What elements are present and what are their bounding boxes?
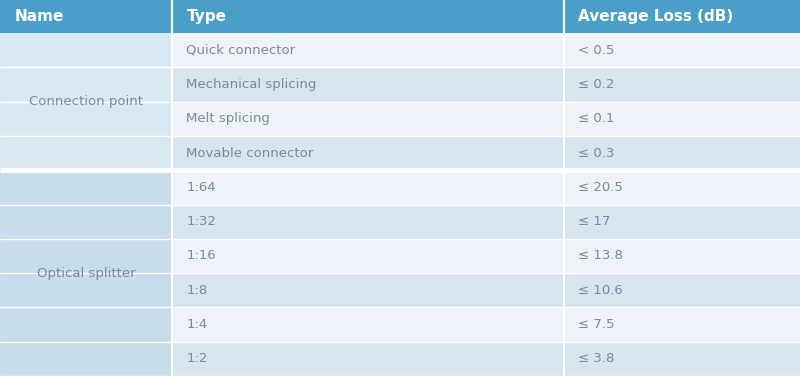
Bar — [564, 342, 800, 376]
Text: 1:2: 1:2 — [186, 352, 208, 365]
Text: ≤ 0.3: ≤ 0.3 — [578, 147, 614, 159]
Bar — [0, 308, 172, 342]
Bar — [564, 67, 800, 102]
Bar — [172, 136, 564, 170]
Bar — [564, 170, 800, 205]
Text: Mechanical splicing: Mechanical splicing — [186, 78, 317, 91]
Bar — [564, 239, 800, 273]
Text: ≤ 13.8: ≤ 13.8 — [578, 250, 623, 262]
Bar — [564, 273, 800, 308]
Text: 1:16: 1:16 — [186, 250, 216, 262]
Text: Type: Type — [186, 9, 226, 24]
Bar — [0, 67, 172, 102]
Bar — [172, 273, 564, 308]
Text: ≤ 0.1: ≤ 0.1 — [578, 112, 614, 125]
Text: ≤ 17: ≤ 17 — [578, 215, 610, 228]
Bar — [0, 136, 172, 170]
Bar — [0, 205, 172, 239]
Bar — [564, 33, 800, 67]
Bar — [564, 205, 800, 239]
Bar — [0, 342, 172, 376]
Text: Melt splicing: Melt splicing — [186, 112, 270, 125]
Text: ≤ 10.6: ≤ 10.6 — [578, 284, 623, 297]
Bar — [172, 342, 564, 376]
Text: 1:8: 1:8 — [186, 284, 208, 297]
Bar — [172, 170, 564, 205]
Bar — [0, 239, 172, 273]
Text: Movable connector: Movable connector — [186, 147, 314, 159]
Text: Connection point: Connection point — [29, 95, 143, 108]
Text: < 0.5: < 0.5 — [578, 44, 614, 57]
Text: Name: Name — [14, 9, 64, 24]
Bar — [172, 308, 564, 342]
Bar — [0, 0, 800, 33]
Text: ≤ 0.2: ≤ 0.2 — [578, 78, 614, 91]
Bar — [172, 33, 564, 67]
Text: ≤ 3.8: ≤ 3.8 — [578, 352, 614, 365]
Text: Optical splitter: Optical splitter — [37, 267, 135, 280]
Text: ≤ 20.5: ≤ 20.5 — [578, 181, 623, 194]
Text: Average Loss (dB): Average Loss (dB) — [578, 9, 734, 24]
Text: 1:4: 1:4 — [186, 318, 208, 331]
Bar — [564, 102, 800, 136]
Text: 1:64: 1:64 — [186, 181, 216, 194]
Bar — [172, 205, 564, 239]
Bar — [172, 239, 564, 273]
Bar — [564, 308, 800, 342]
Bar — [564, 136, 800, 170]
Text: Quick connector: Quick connector — [186, 44, 295, 57]
Bar — [172, 102, 564, 136]
Text: 1:32: 1:32 — [186, 215, 216, 228]
Text: ≤ 7.5: ≤ 7.5 — [578, 318, 615, 331]
Bar — [0, 33, 172, 67]
Bar — [172, 67, 564, 102]
Bar — [0, 170, 172, 205]
Bar — [0, 273, 172, 308]
Bar — [0, 102, 172, 136]
